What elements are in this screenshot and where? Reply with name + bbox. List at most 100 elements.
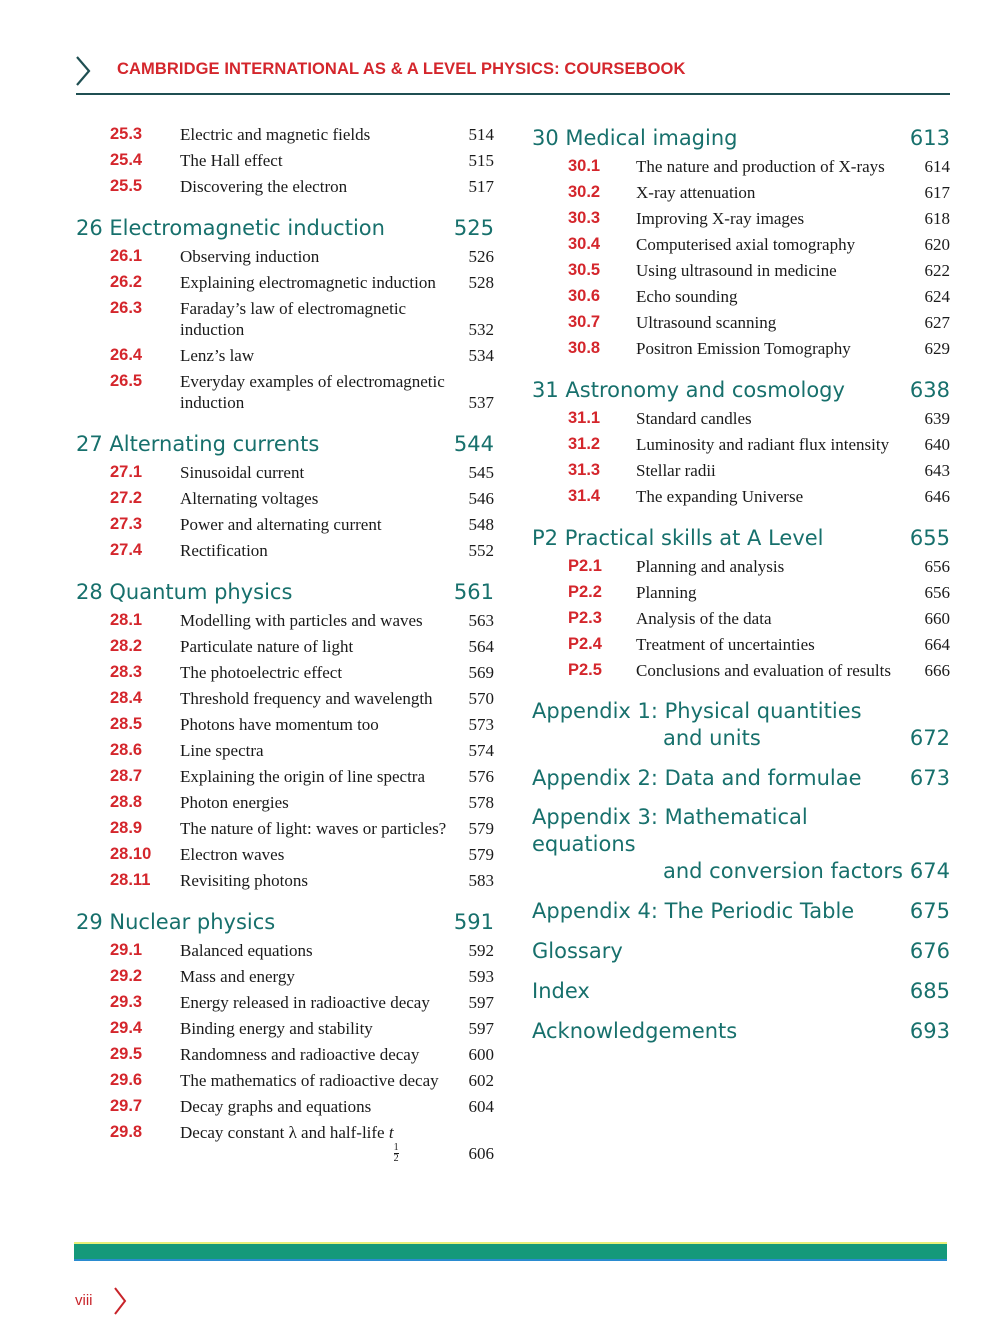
section-page-number: 622 xyxy=(924,261,951,280)
section-page-number: 656 xyxy=(924,583,951,602)
chapter-heading[interactable]: 29 Nuclear physics 591 xyxy=(76,908,494,936)
section-title: The nature and production of X-rays xyxy=(636,156,910,177)
section-entry[interactable]: 30.2 X-ray attenuation 617 xyxy=(532,182,950,208)
section-entry[interactable]: P2.3 Analysis of the data 660 xyxy=(532,608,950,634)
chapter-heading[interactable]: 27 Alternating currents 544 xyxy=(76,430,494,458)
section-entry[interactable]: 29.4 Binding energy and stability 597 xyxy=(76,1018,494,1044)
chapter-title-line-2: and conversion factors xyxy=(663,859,903,883)
section-entry[interactable]: 30.4 Computerised axial tomography 620 xyxy=(532,234,950,260)
section-number: 29.4 xyxy=(110,1019,143,1037)
section-number: 30.8 xyxy=(568,339,601,357)
section-entry[interactable]: 26.1 Observing induction 526 xyxy=(76,246,494,272)
section-title-text: The photoelectric effect xyxy=(180,663,343,682)
section-entry[interactable]: 31.2 Luminosity and radiant flux intensit… xyxy=(532,434,950,460)
section-entry[interactable]: 27.4 Rectification 552 xyxy=(76,540,494,566)
section-entry[interactable]: 25.4 The Hall effect 515 xyxy=(76,150,494,176)
section-entry[interactable]: 28.11 Revisiting photons 583 xyxy=(76,870,494,896)
section-entry[interactable]: 27.3 Power and alternating current 548 xyxy=(76,514,494,540)
section-title: Faraday’s law of electromagnetic inducti… xyxy=(180,298,454,340)
section-entry[interactable]: 28.9 The nature of light: waves or partic… xyxy=(76,818,494,844)
section-entry[interactable]: 26.3 Faraday’s law of electromagnetic ind… xyxy=(76,298,494,345)
chapter-heading[interactable]: Appendix 4: The Periodic Table 675 xyxy=(532,897,950,925)
chapter-heading[interactable]: Appendix 2: Data and formulae 673 xyxy=(532,764,950,792)
section-number: 25.4 xyxy=(110,151,143,169)
section-page-number: 618 xyxy=(924,209,951,228)
section-entry[interactable]: 29.2 Mass and energy 593 xyxy=(76,966,494,992)
section-number: 30.3 xyxy=(568,209,601,227)
section-entry[interactable]: 28.1 Modelling with particles and waves 56… xyxy=(76,610,494,636)
section-entry[interactable]: 30.7 Ultrasound scanning 627 xyxy=(532,312,950,338)
section-number: 27.2 xyxy=(110,489,143,507)
fraction-numerator: 1 xyxy=(393,1142,399,1154)
chapter-page-number: 655 xyxy=(909,526,950,550)
section-entry[interactable]: 30.6 Echo sounding 624 xyxy=(532,286,950,312)
section-entry[interactable]: P2.2 Planning 656 xyxy=(532,582,950,608)
section-entry[interactable]: 30.5 Using ultrasound in medicine 622 xyxy=(532,260,950,286)
chapter-heading[interactable]: Acknowledgements 693 xyxy=(532,1017,950,1045)
section-entry[interactable]: 29.5 Randomness and radioactive decay 600 xyxy=(76,1044,494,1070)
section-title: Threshold frequency and wavelength xyxy=(180,688,454,709)
section-entry[interactable]: P2.5 Conclusions and evaluation of result… xyxy=(532,660,950,686)
section-page-number: 517 xyxy=(468,177,495,196)
section-entry[interactable]: 26.5 Everyday examples of electromagnetic… xyxy=(76,371,494,418)
section-number: P2.3 xyxy=(568,609,602,627)
section-entry[interactable]: 25.3 Electric and magnetic fields 514 xyxy=(76,124,494,150)
section-entry[interactable]: 30.8 Positron Emission Tomography 629 xyxy=(532,338,950,364)
section-entry[interactable]: 28.7 Explaining the origin of line spectr… xyxy=(76,766,494,792)
section-entry[interactable]: 29.8 Decay constant λ and half-life t 1 2 60… xyxy=(76,1122,494,1169)
chapter-heading[interactable]: 30 Medical imaging 613 xyxy=(532,124,950,152)
section-title-text: Treatment of uncertainties xyxy=(636,635,815,654)
section-entry[interactable]: 28.8 Photon energies 578 xyxy=(76,792,494,818)
section-entry[interactable]: 31.4 The expanding Universe 646 xyxy=(532,486,950,512)
chapter-heading[interactable]: Index 685 xyxy=(532,977,950,1005)
section-entry[interactable]: 25.5 Discovering the electron 517 xyxy=(76,176,494,202)
section-title-text: Particulate nature of light xyxy=(180,637,354,656)
section-page-number: 570 xyxy=(468,689,495,708)
section-entry[interactable]: 31.3 Stellar radii 643 xyxy=(532,460,950,486)
chapter-heading[interactable]: 28 Quantum physics 561 xyxy=(76,578,494,606)
section-entry[interactable]: 26.4 Lenz’s law 534 xyxy=(76,345,494,371)
section-title-text: Revisiting photons xyxy=(180,871,308,890)
section-title: X-ray attenuation xyxy=(636,182,910,203)
section-entry[interactable]: 31.1 Standard candles 639 xyxy=(532,408,950,434)
section-title: Photons have momentum too xyxy=(180,714,454,735)
chapter-heading[interactable]: Appendix 3: Mathematical equations and co… xyxy=(532,804,950,885)
chapter-heading[interactable]: 26 Electromagnetic induction 525 xyxy=(76,214,494,242)
section-title-text: Improving X-ray images xyxy=(636,209,805,228)
section-entry[interactable]: 30.1 The nature and production of X-rays 6… xyxy=(532,156,950,182)
section-page-number: 640 xyxy=(924,435,951,454)
section-entry[interactable]: 28.4 Threshold frequency and wavelength 57… xyxy=(76,688,494,714)
section-entry[interactable]: 27.2 Alternating voltages 546 xyxy=(76,488,494,514)
section-entry[interactable]: 26.2 Explaining electromagnetic induction… xyxy=(76,272,494,298)
section-title-text: Binding energy and stability xyxy=(180,1019,373,1038)
section-page-number: 578 xyxy=(468,793,495,812)
chapter-title-line: 27 Alternating currents xyxy=(76,432,320,456)
section-entry[interactable]: 28.10 Electron waves 579 xyxy=(76,844,494,870)
section-page-number: 602 xyxy=(468,1071,495,1090)
section-entry[interactable]: P2.1 Planning and analysis 656 xyxy=(532,556,950,582)
chapter-page-number: 672 xyxy=(909,726,950,750)
section-entry[interactable]: 28.3 The photoelectric effect 569 xyxy=(76,662,494,688)
section-entry[interactable]: P2.4 Treatment of uncertainties 664 xyxy=(532,634,950,660)
section-entry[interactable]: 30.3 Improving X-ray images 618 xyxy=(532,208,950,234)
section-entry[interactable]: 29.7 Decay graphs and equations 604 xyxy=(76,1096,494,1122)
section-entry[interactable]: 28.6 Line spectra 574 xyxy=(76,740,494,766)
chapter-heading[interactable]: P2 Practical skills at A Level 655 xyxy=(532,524,950,552)
section-entry[interactable]: 28.5 Photons have momentum too 573 xyxy=(76,714,494,740)
section-entry[interactable]: 29.3 Energy released in radioactive decay… xyxy=(76,992,494,1018)
chapter-title: Glossary xyxy=(532,937,910,965)
section-entry[interactable]: 29.1 Balanced equations 592 xyxy=(76,940,494,966)
section-title-text: Computerised axial tomography xyxy=(636,235,856,254)
section-number: 31.1 xyxy=(568,409,601,427)
section-entry[interactable]: 27.1 Sinusoidal current 545 xyxy=(76,462,494,488)
section-entry[interactable]: 28.2 Particulate nature of light 564 xyxy=(76,636,494,662)
chapter-title-line: 28 Quantum physics xyxy=(76,580,293,604)
chapter-heading[interactable]: Glossary 676 xyxy=(532,937,950,965)
section-title-text: Everyday examples of electromagnetic ind… xyxy=(180,372,445,412)
section-title-text: Ultrasound scanning xyxy=(636,313,777,332)
section-entry[interactable]: 29.6 The mathematics of radioactive decay… xyxy=(76,1070,494,1096)
section-title-text: Energy released in radioactive decay xyxy=(180,993,430,1012)
chapter-heading[interactable]: 31 Astronomy and cosmology 638 xyxy=(532,376,950,404)
chapter-heading[interactable]: Appendix 1: Physical quantities and units… xyxy=(532,698,950,752)
